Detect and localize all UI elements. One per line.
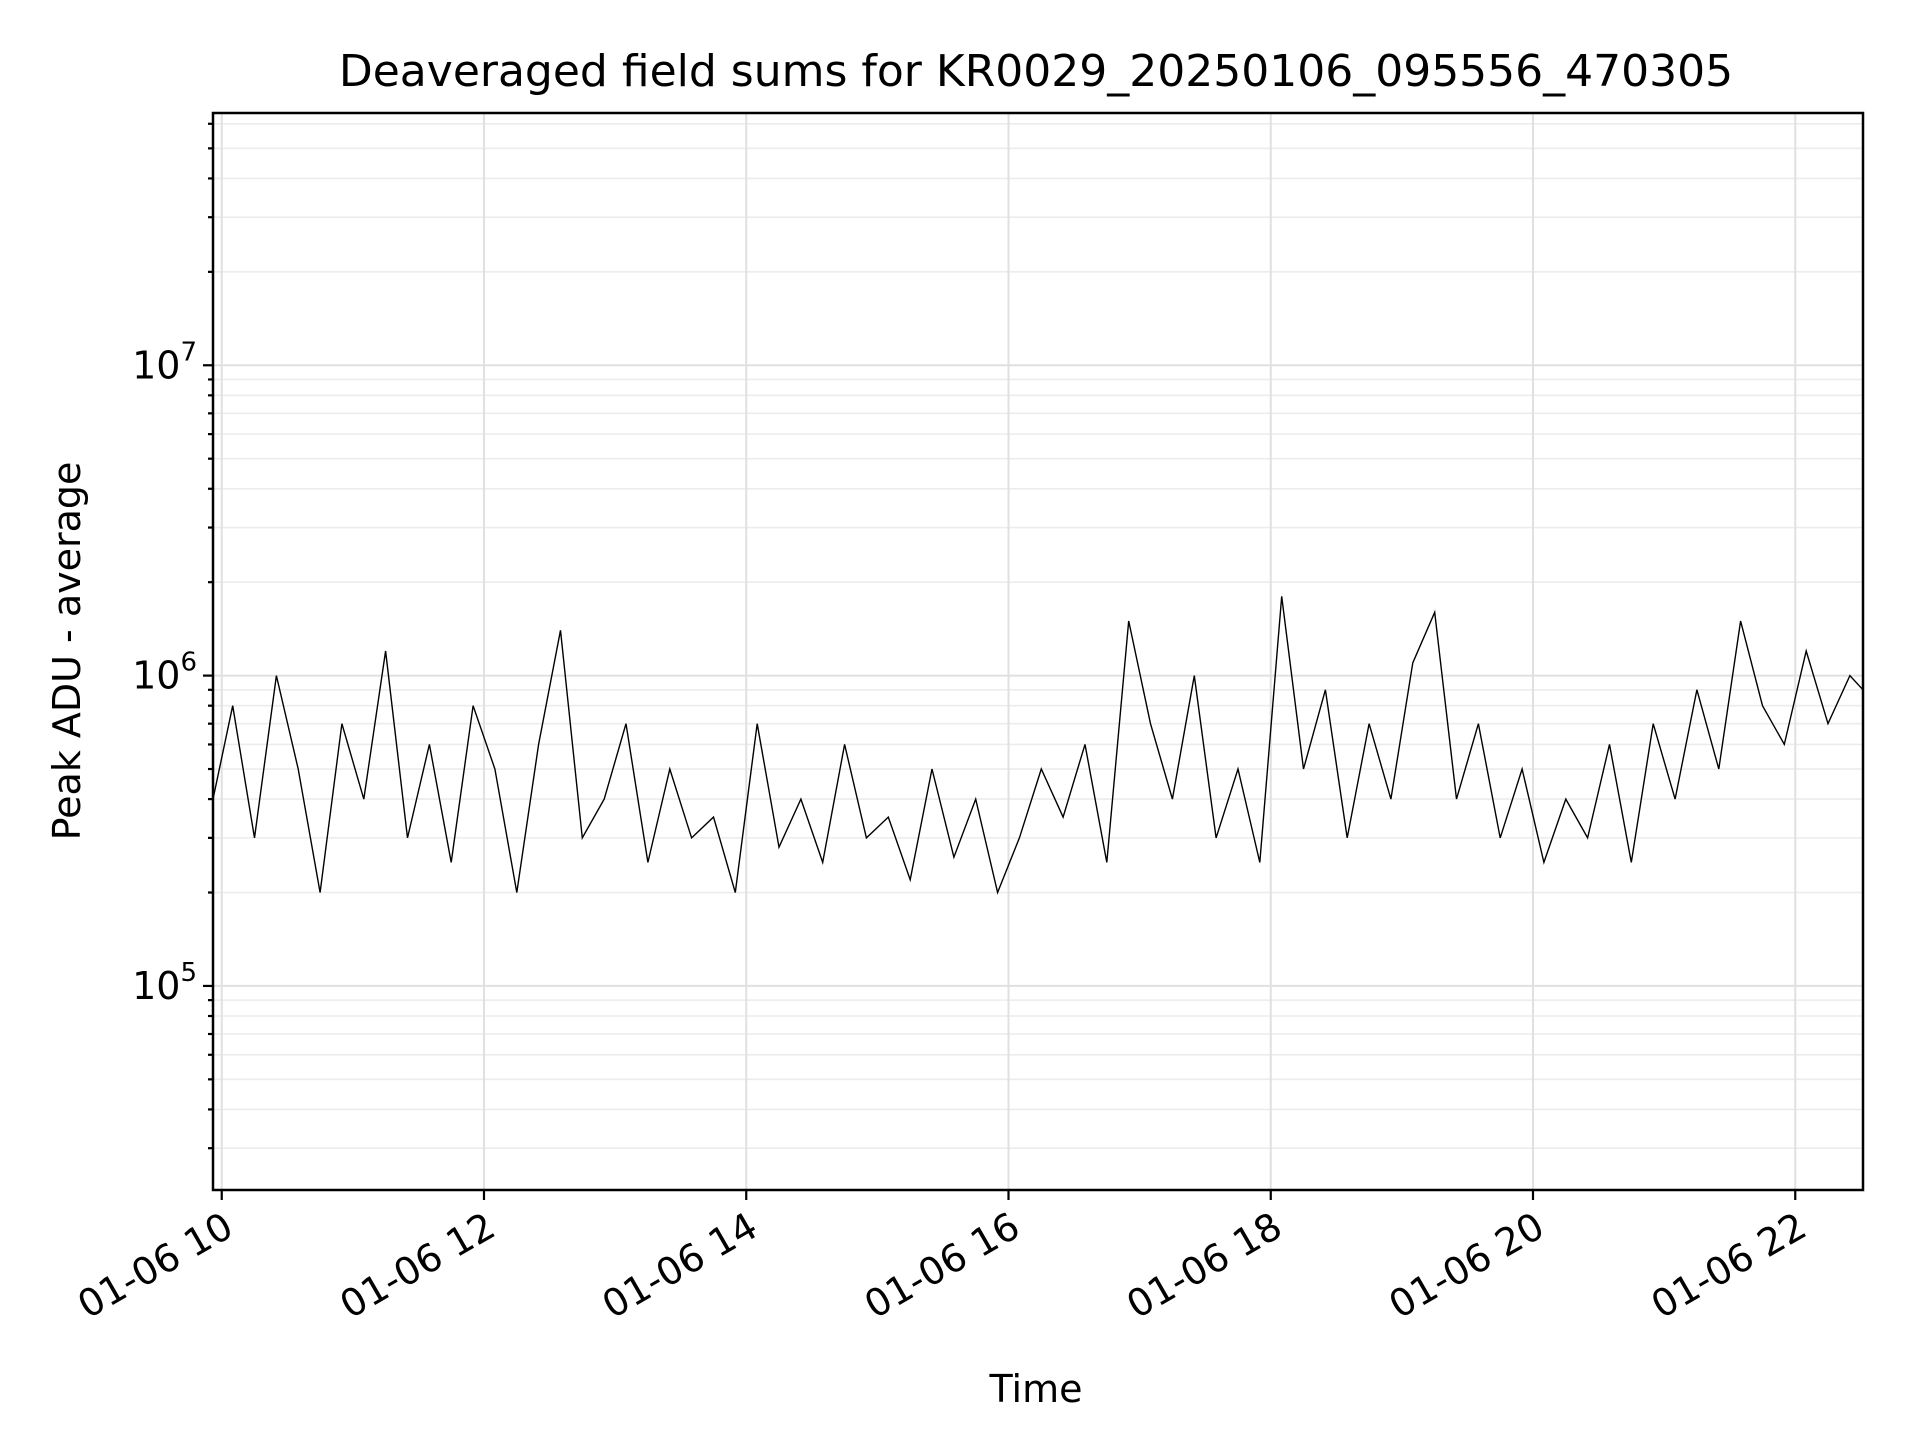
x-tick-label: 01-06 18 — [1119, 1204, 1289, 1328]
series-line — [212, 596, 1864, 895]
x-tick-label: 01-06 20 — [1382, 1204, 1552, 1328]
x-tick-label: 01-06 14 — [595, 1204, 765, 1328]
y-tick-label: 105 — [132, 958, 197, 1008]
y-tick-exponent: 7 — [180, 337, 197, 367]
x-axis-ticks: 01-06 10 01-06 12 01-06 14 01-06 16 01-06 18… — [70, 1190, 1814, 1328]
y-tick-label: 106 — [132, 648, 197, 698]
x-tick-label: 01-06 12 — [333, 1204, 503, 1328]
y-tick-base: 10 — [132, 343, 180, 387]
series-layer — [212, 596, 1864, 895]
x-tick-label: 01-06 16 — [857, 1204, 1027, 1328]
y-tick-base: 10 — [132, 964, 180, 1008]
y-tick-exponent: 6 — [180, 648, 197, 678]
x-tick-label: 01-06 22 — [1644, 1204, 1814, 1328]
y-axis-label: Peak ADU - average — [45, 462, 89, 841]
x-axis-label: Time — [989, 1367, 1083, 1411]
chart-title: Deaveraged field sums for KR0029_2025010… — [339, 46, 1733, 97]
y-tick-base: 10 — [132, 654, 180, 698]
x-tick-label: 01-06 10 — [70, 1204, 240, 1328]
plot-frame — [211, 111, 1865, 1192]
y-tick-exponent: 5 — [180, 958, 197, 988]
y-tick-label: 107 — [132, 337, 197, 387]
grid — [213, 113, 1863, 1190]
